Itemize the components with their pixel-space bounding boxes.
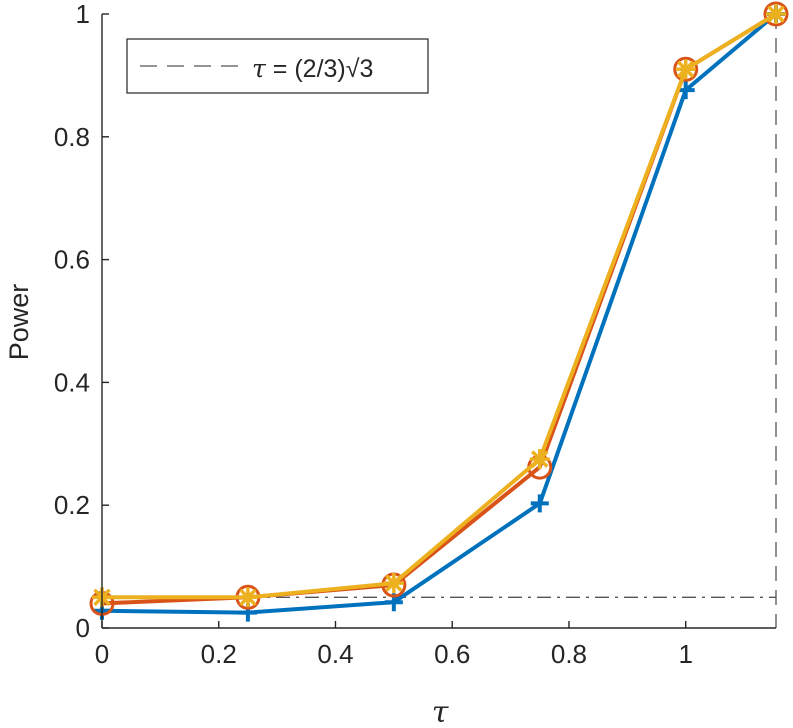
y-axis-label: Power (4, 284, 34, 361)
data-point (673, 56, 699, 82)
axes: 0 0.2 0.4 0.6 0.8 1 0 0.2 0.4 0.6 0.8 1 (54, 0, 776, 669)
legend-label: τ = (2/3)√3 (252, 54, 373, 83)
data-point (530, 494, 549, 513)
y-tick-label: 1 (76, 0, 90, 29)
data-point (675, 59, 696, 80)
data-point (766, 4, 786, 24)
x-tick-label: 0 (95, 639, 109, 669)
y-tick-label: 0.6 (54, 245, 90, 275)
legend: τ = (2/3)√3 (126, 38, 429, 94)
plot-background (102, 14, 776, 628)
x-axis-label: τ (432, 695, 449, 728)
y-tick-label: 0.4 (54, 367, 90, 397)
data-point (529, 449, 550, 470)
series-line-1 (101, 12, 778, 615)
x-tick-label: 0.2 (201, 639, 237, 669)
legend-text: = (2/3)√3 (266, 55, 374, 83)
y-tick-label: 0 (76, 613, 90, 643)
series-layer (89, 1, 789, 622)
y-tick-label: 0.2 (54, 490, 90, 520)
data-point (383, 573, 404, 594)
x-tick-label: 0.8 (551, 639, 587, 669)
x-tick-label: 0.6 (434, 639, 470, 669)
plot-area (102, 14, 776, 628)
y-tick-label: 0.8 (54, 122, 90, 152)
data-point (237, 587, 258, 608)
x-tick-label: 1 (678, 639, 692, 669)
data-point (763, 1, 789, 27)
legend-tau-symbol: τ (252, 54, 267, 83)
reference-lines (102, 14, 777, 628)
x-tick-label: 0.4 (317, 639, 353, 669)
series-line-3 (102, 12, 778, 600)
